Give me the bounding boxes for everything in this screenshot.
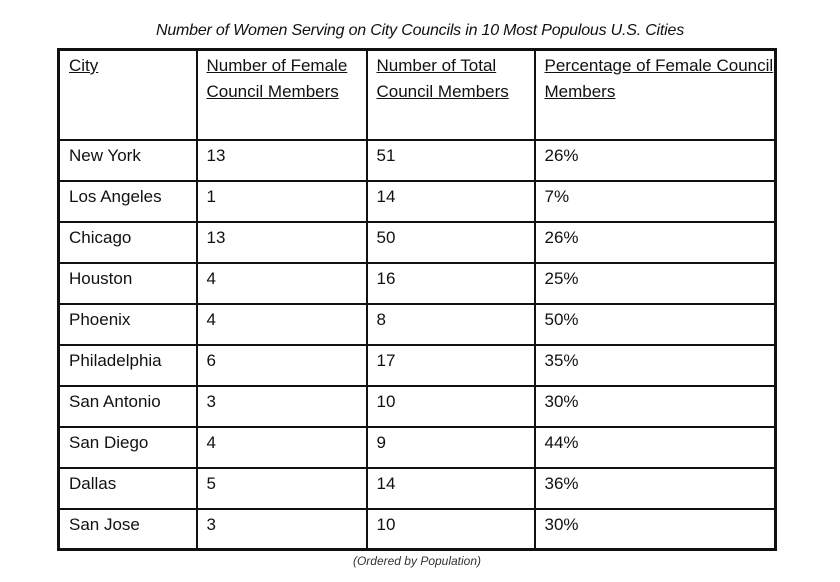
header-total-members: Number of Total Council Members <box>365 48 536 141</box>
city-cell: San Antonio <box>57 384 198 428</box>
female-members-cell: 13 <box>195 220 368 264</box>
female-members-cell: 3 <box>195 384 368 428</box>
table-row: San Diego 4 9 44% <box>57 425 777 469</box>
total-members-cell: 8 <box>365 302 536 346</box>
percentage-cell: 25% <box>533 261 777 305</box>
female-members-cell: 4 <box>195 302 368 346</box>
city-cell: Phoenix <box>57 302 198 346</box>
total-members-cell: 17 <box>365 343 536 387</box>
footnote: (Ordered by Population) <box>352 554 482 568</box>
city-cell: Houston <box>57 261 198 305</box>
total-members-cell: 14 <box>365 179 536 223</box>
total-members-cell: 51 <box>365 138 536 182</box>
female-members-cell: 4 <box>195 261 368 305</box>
table-row: San Jose 3 10 30% <box>57 507 777 551</box>
city-cell: Philadelphia <box>57 343 198 387</box>
city-cell: Los Angeles <box>57 179 198 223</box>
total-members-cell: 50 <box>365 220 536 264</box>
percentage-cell: 30% <box>533 507 777 551</box>
city-cell: San Diego <box>57 425 198 469</box>
table-row: New York 13 51 26% <box>57 138 777 182</box>
percentage-cell: 7% <box>533 179 777 223</box>
table-title: Number of Women Serving on City Councils… <box>155 22 685 39</box>
table-row: Los Angeles 1 14 7% <box>57 179 777 223</box>
total-members-cell: 9 <box>365 425 536 469</box>
table-row: San Antonio 3 10 30% <box>57 384 777 428</box>
percentage-cell: 30% <box>533 384 777 428</box>
total-members-cell: 10 <box>365 507 536 551</box>
percentage-cell: 44% <box>533 425 777 469</box>
table-row: Philadelphia 6 17 35% <box>57 343 777 387</box>
female-members-cell: 13 <box>195 138 368 182</box>
table-row: Dallas 5 14 36% <box>57 466 777 510</box>
percentage-cell: 26% <box>533 220 777 264</box>
total-members-cell: 16 <box>365 261 536 305</box>
council-members-table: City Number of Female Council Members Nu… <box>57 48 777 551</box>
total-members-cell: 10 <box>365 384 536 428</box>
header-percentage-female: Percentage of Female Council Members <box>533 48 777 141</box>
female-members-cell: 1 <box>195 179 368 223</box>
header-city: City <box>57 48 198 141</box>
table-row: Phoenix 4 8 50% <box>57 302 777 346</box>
city-cell: San Jose <box>57 507 198 551</box>
table-row: Houston 4 16 25% <box>57 261 777 305</box>
percentage-cell: 50% <box>533 302 777 346</box>
percentage-cell: 36% <box>533 466 777 510</box>
female-members-cell: 3 <box>195 507 368 551</box>
female-members-cell: 6 <box>195 343 368 387</box>
city-cell: Dallas <box>57 466 198 510</box>
percentage-cell: 35% <box>533 343 777 387</box>
table-row: Chicago 13 50 26% <box>57 220 777 264</box>
female-members-cell: 5 <box>195 466 368 510</box>
total-members-cell: 14 <box>365 466 536 510</box>
city-cell: New York <box>57 138 198 182</box>
city-cell: Chicago <box>57 220 198 264</box>
female-members-cell: 4 <box>195 425 368 469</box>
table-header-row: City Number of Female Council Members Nu… <box>57 48 777 141</box>
percentage-cell: 26% <box>533 138 777 182</box>
header-female-members: Number of Female Council Members <box>195 48 368 141</box>
